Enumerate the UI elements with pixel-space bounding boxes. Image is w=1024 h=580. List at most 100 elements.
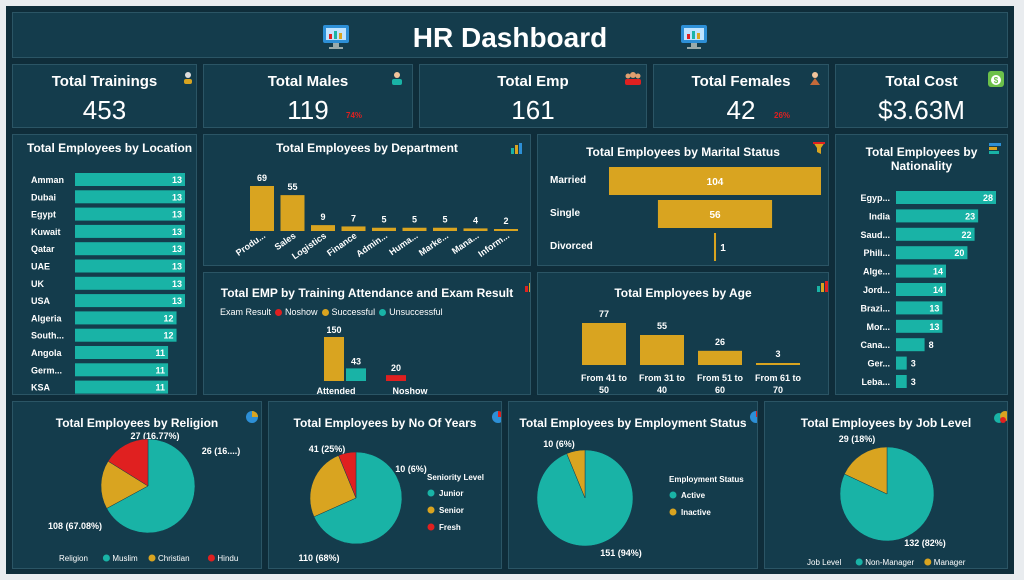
legend-label: Junior: [439, 489, 463, 498]
legend-item-noshow[interactable]: Noshow: [275, 307, 318, 317]
legend-dot[interactable]: [669, 491, 677, 499]
bar[interactable]: [75, 259, 185, 273]
bar[interactable]: [698, 350, 742, 365]
bar[interactable]: [75, 380, 169, 394]
bar[interactable]: [341, 226, 366, 231]
marital-chart-panel: Total Employees by Marital Status Marrie…: [537, 134, 829, 266]
bar[interactable]: [896, 246, 968, 260]
bar[interactable]: [386, 375, 406, 381]
pie-slice[interactable]: [566, 449, 586, 499]
data-label: 7: [351, 213, 356, 223]
legend-item-successful[interactable]: Successful: [321, 307, 375, 317]
legend-dot[interactable]: [427, 489, 435, 497]
legend-dot[interactable]: [669, 508, 677, 516]
legend-dot[interactable]: [102, 554, 110, 562]
category-label: Brazi...: [860, 303, 890, 313]
bar[interactable]: [324, 337, 344, 381]
legend-item-unsuccessful[interactable]: Unsuccessful: [379, 307, 443, 317]
pie-slice[interactable]: [107, 438, 149, 487]
bar[interactable]: [640, 335, 684, 365]
religion-pie: 108 (67.08%) 27 (16.77%) 26 (16....) Religi…: [48, 431, 240, 563]
legend-dot[interactable]: [427, 506, 435, 514]
kpi-value: 453: [82, 95, 127, 125]
legend-label: Unsuccessful: [389, 307, 443, 317]
bar[interactable]: [657, 200, 773, 228]
category-label: Saud...: [860, 230, 890, 240]
data-label: 13: [929, 303, 939, 313]
bar[interactable]: [280, 195, 305, 231]
bar[interactable]: [311, 225, 335, 231]
data-label: 56: [709, 210, 721, 221]
bar[interactable]: [494, 229, 518, 231]
bar[interactable]: [463, 228, 488, 231]
legend-dot[interactable]: [924, 558, 932, 566]
bar[interactable]: [346, 368, 366, 381]
bar[interactable]: [402, 227, 427, 231]
kpi-card-cost[interactable]: Total Cost $3.63M $: [835, 64, 1008, 128]
category-label: Attended: [317, 386, 356, 395]
bar[interactable]: [896, 191, 996, 204]
bar[interactable]: [75, 242, 185, 256]
legend-label: Non-Manager: [865, 558, 914, 567]
bar[interactable]: [896, 209, 979, 223]
bar[interactable]: [756, 363, 800, 365]
bar[interactable]: [75, 294, 185, 308]
bar[interactable]: [75, 311, 177, 325]
bar[interactable]: [582, 323, 626, 365]
bar[interactable]: [75, 190, 185, 204]
category-label: From 61 to: [755, 373, 802, 383]
category-label: Phili...: [863, 248, 890, 258]
data-label: 8: [929, 340, 934, 350]
pie-slice[interactable]: [106, 438, 196, 534]
pie-chart-icon: [994, 411, 1007, 423]
joblevel-chart-panel: Total Employees by Job Level 132 (82%) 29…: [764, 401, 1008, 569]
legend-dot[interactable]: [855, 558, 863, 566]
bar[interactable]: [896, 375, 907, 388]
bar[interactable]: [372, 227, 396, 231]
pie-slice[interactable]: [313, 451, 403, 545]
bar[interactable]: [75, 276, 185, 290]
category-label: Algeria: [31, 313, 63, 323]
kpi-card-total-emp[interactable]: Total Emp 161: [419, 64, 647, 128]
nationality-chart-panel: Total Employees by Nationality Egyp... 28…: [835, 134, 1008, 395]
bar[interactable]: [75, 173, 185, 186]
bar[interactable]: [75, 346, 169, 359]
category-label: Inform...: [476, 230, 511, 259]
bar[interactable]: [896, 356, 907, 370]
female-user-icon: [810, 72, 820, 85]
bar[interactable]: [250, 186, 274, 231]
category-label: 40: [657, 385, 667, 395]
data-label: 9: [320, 212, 325, 222]
bar[interactable]: [896, 338, 925, 352]
pie-slice[interactable]: [844, 446, 888, 495]
chart-title: Total Employees by Department: [276, 141, 458, 155]
chart-title: Total Employees by Location: [27, 141, 193, 155]
bar[interactable]: [713, 233, 717, 261]
bar[interactable]: [896, 283, 946, 296]
bar[interactable]: [75, 328, 177, 342]
bar[interactable]: [896, 301, 943, 315]
department-chart-panel: Total Employees by Department 69 Produ...…: [203, 134, 531, 266]
category-label: Marke...: [417, 230, 450, 257]
bar[interactable]: [75, 224, 185, 238]
bar[interactable]: [896, 319, 943, 333]
kpi-card-females[interactable]: Total Females 42 26%: [653, 64, 829, 128]
bar[interactable]: [896, 227, 975, 241]
training-legend: Exam Result Noshow Successful Unsuccessf…: [220, 307, 447, 317]
pie-slice[interactable]: [309, 455, 357, 518]
pie-slice[interactable]: [100, 460, 149, 509]
legend-dot[interactable]: [427, 523, 435, 531]
kpi-card-trainings[interactable]: Total Trainings 453: [12, 64, 197, 128]
bar[interactable]: [896, 264, 946, 278]
legend-dot[interactable]: [207, 554, 215, 562]
bar[interactable]: [75, 363, 169, 377]
money-bag-icon: $: [988, 71, 1004, 87]
legend-dot[interactable]: [148, 554, 156, 562]
bar[interactable]: [609, 167, 821, 195]
legend-label: Noshow: [285, 307, 318, 317]
bar[interactable]: [75, 207, 185, 221]
pie-slice[interactable]: [338, 451, 357, 499]
bar[interactable]: [433, 227, 457, 231]
kpi-card-males[interactable]: Total Males 119 74%: [203, 64, 413, 128]
category-label: Produ...: [234, 230, 267, 257]
